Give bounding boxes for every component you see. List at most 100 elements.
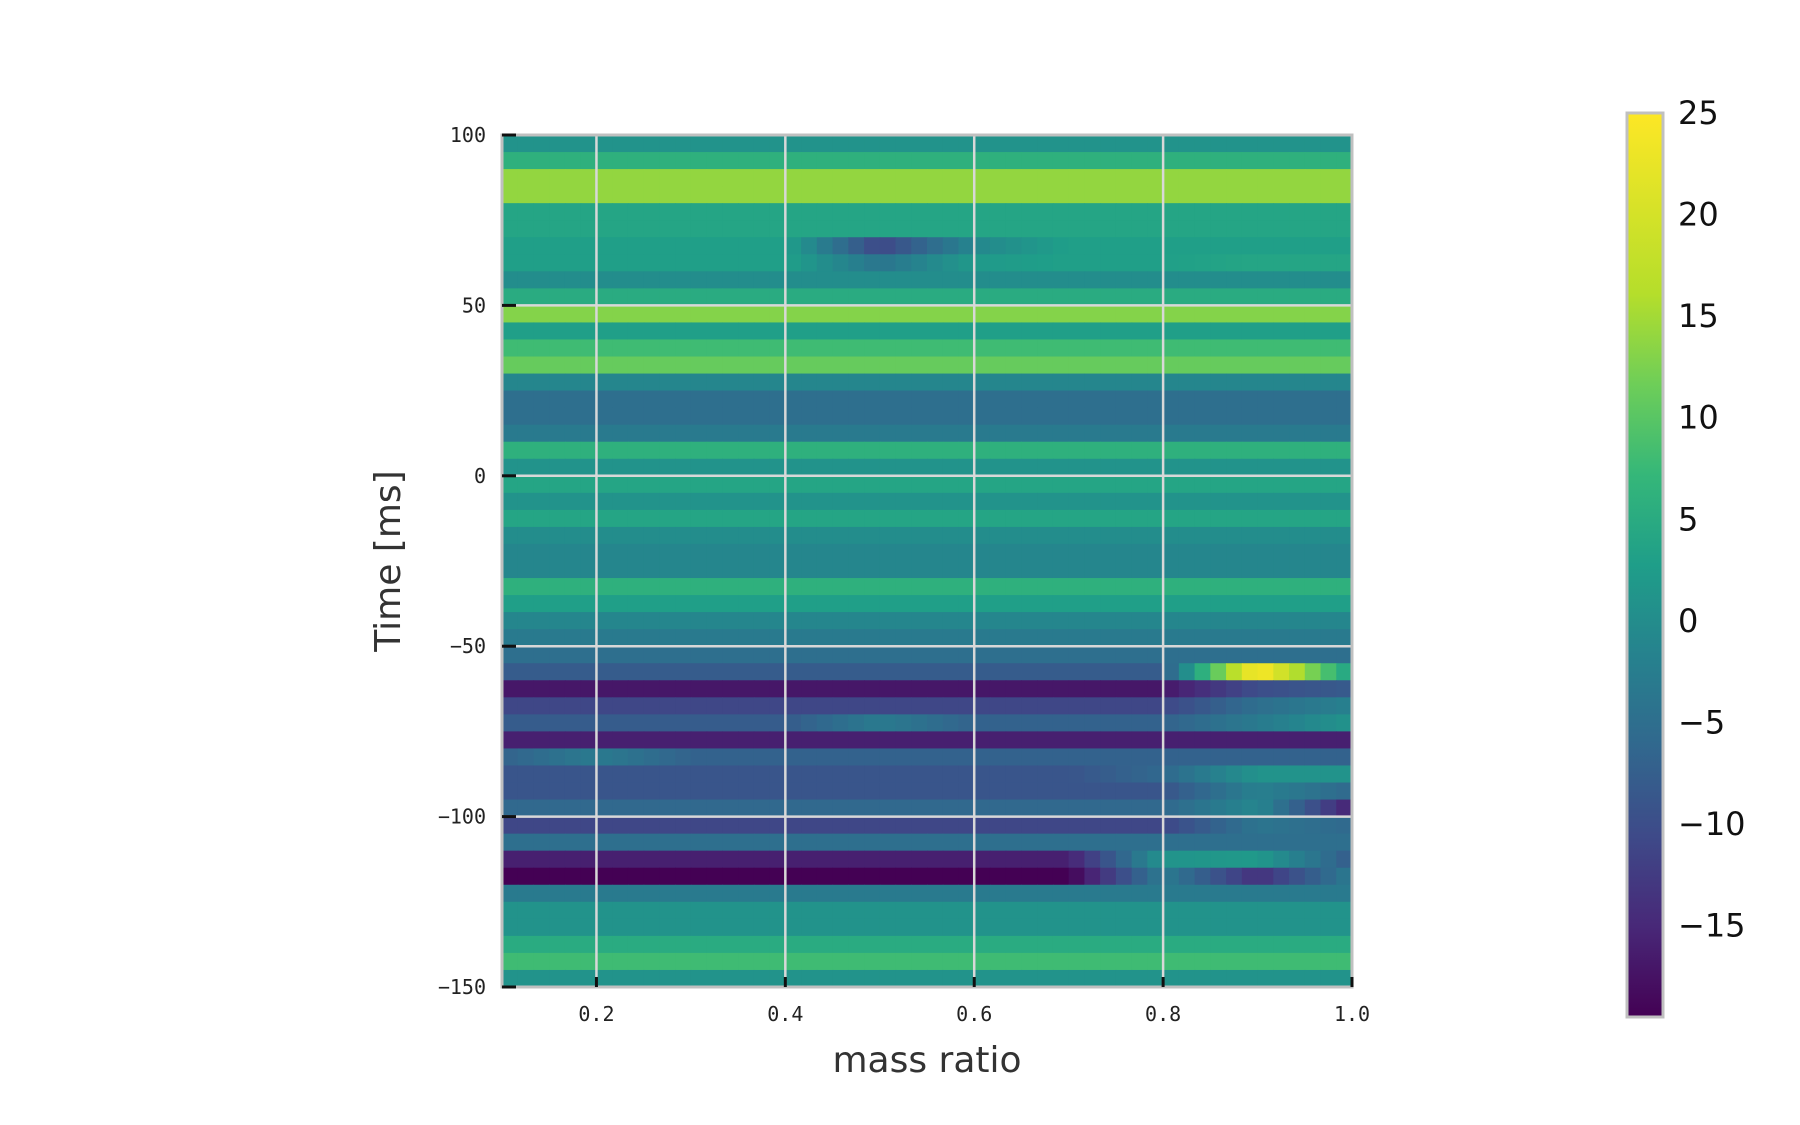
heat-cell (549, 629, 566, 647)
heat-cell (1273, 458, 1290, 477)
heat-cell (580, 135, 598, 153)
heat-cell (1005, 561, 1023, 579)
heat-cell (1163, 952, 1180, 971)
heat-cell (1178, 714, 1196, 732)
heat-cell (1037, 237, 1054, 255)
heat-cell (989, 680, 1007, 698)
heat-cell (1210, 561, 1227, 579)
heat-cell (879, 697, 897, 715)
heat-cell (580, 799, 598, 818)
heat-cell (612, 509, 629, 528)
heat-cell (801, 595, 818, 613)
heat-cell (643, 305, 661, 324)
heat-cell (659, 390, 676, 409)
heat-cell (1257, 884, 1274, 903)
heat-cell (1037, 458, 1054, 477)
heat-cell (1163, 390, 1180, 409)
heat-cell (942, 186, 960, 204)
heat-cell (533, 935, 550, 954)
heat-cell (1163, 867, 1180, 886)
heat-cell (596, 578, 613, 596)
heat-cell (1068, 543, 1086, 562)
heat-cell (706, 663, 723, 681)
heat-cell (1147, 918, 1164, 937)
heat-cell (816, 765, 834, 784)
heat-cell (864, 612, 881, 630)
heat-cell (1320, 612, 1337, 630)
heat-cell (1163, 220, 1180, 238)
heat-cell (627, 833, 645, 852)
heat-cell (659, 697, 676, 715)
heat-cell (580, 373, 598, 392)
heat-cell (974, 305, 991, 324)
heat-cell (627, 458, 645, 477)
heat-cell (769, 816, 786, 835)
heat-cell (1273, 578, 1290, 596)
heat-cell (879, 867, 897, 886)
heat-cell (1084, 697, 1101, 715)
heat-cell (549, 884, 566, 903)
heat-cell (612, 152, 629, 170)
heat-cell (533, 578, 550, 596)
heat-cell (1194, 663, 1211, 681)
heat-cell (879, 731, 897, 750)
heat-cell (785, 697, 802, 715)
heat-cell (533, 203, 550, 221)
heat-cell (848, 867, 865, 886)
heat-cell (1289, 901, 1306, 920)
heat-cell (927, 884, 944, 903)
heat-cell (1273, 271, 1290, 289)
heat-cell (690, 731, 708, 750)
heat-cell (1163, 969, 1180, 987)
plot-frame (500, 133, 1354, 989)
heat-cell (1289, 782, 1306, 801)
heat-cell (722, 203, 739, 221)
heat-cell (1304, 663, 1322, 681)
heat-cell (1068, 595, 1086, 613)
heat-cell (1210, 271, 1227, 289)
heat-cell (549, 271, 566, 289)
heat-cell (1241, 799, 1259, 818)
heat-cell (864, 526, 881, 545)
heat-cell (895, 935, 912, 954)
heat-cell (659, 867, 676, 886)
heat-cell (816, 578, 834, 596)
heat-cell (1273, 373, 1290, 392)
heat-cell (974, 492, 991, 511)
heat-cell (1304, 867, 1322, 886)
heat-cell (1336, 543, 1352, 562)
heat-cell (659, 288, 676, 306)
heat-cell (1226, 305, 1243, 324)
heat-cell (769, 867, 786, 886)
heat-cell (1194, 322, 1211, 341)
heat-cell (911, 526, 928, 545)
heat-cell (879, 373, 897, 392)
heat-cell (848, 543, 865, 562)
heat-cell (1194, 867, 1211, 886)
heat-cell (1100, 850, 1117, 869)
heat-cell (502, 714, 519, 732)
heat-cell (706, 731, 723, 750)
heat-cell (564, 748, 582, 767)
heat-cell (1210, 782, 1227, 801)
colorbar-tick-label: −5 (1678, 703, 1725, 741)
heat-cell (1320, 782, 1337, 801)
heat-cell (612, 407, 629, 426)
heat-cell (1178, 322, 1196, 341)
heat-cell (627, 595, 645, 613)
heat-cell (769, 799, 786, 818)
heat-cell (753, 509, 771, 528)
heat-cell (517, 578, 535, 596)
heat-cell (753, 799, 771, 818)
heat-cell (785, 833, 802, 852)
heat-cell (549, 203, 566, 221)
heat-cell (848, 254, 865, 272)
heat-cell (848, 782, 865, 801)
heat-cell (549, 799, 566, 818)
heat-cell (659, 578, 676, 596)
heat-cell (1257, 271, 1274, 289)
heat-cell (753, 833, 771, 852)
heat-cell (769, 884, 786, 903)
heat-cell (627, 543, 645, 562)
heat-cell (1289, 390, 1306, 409)
